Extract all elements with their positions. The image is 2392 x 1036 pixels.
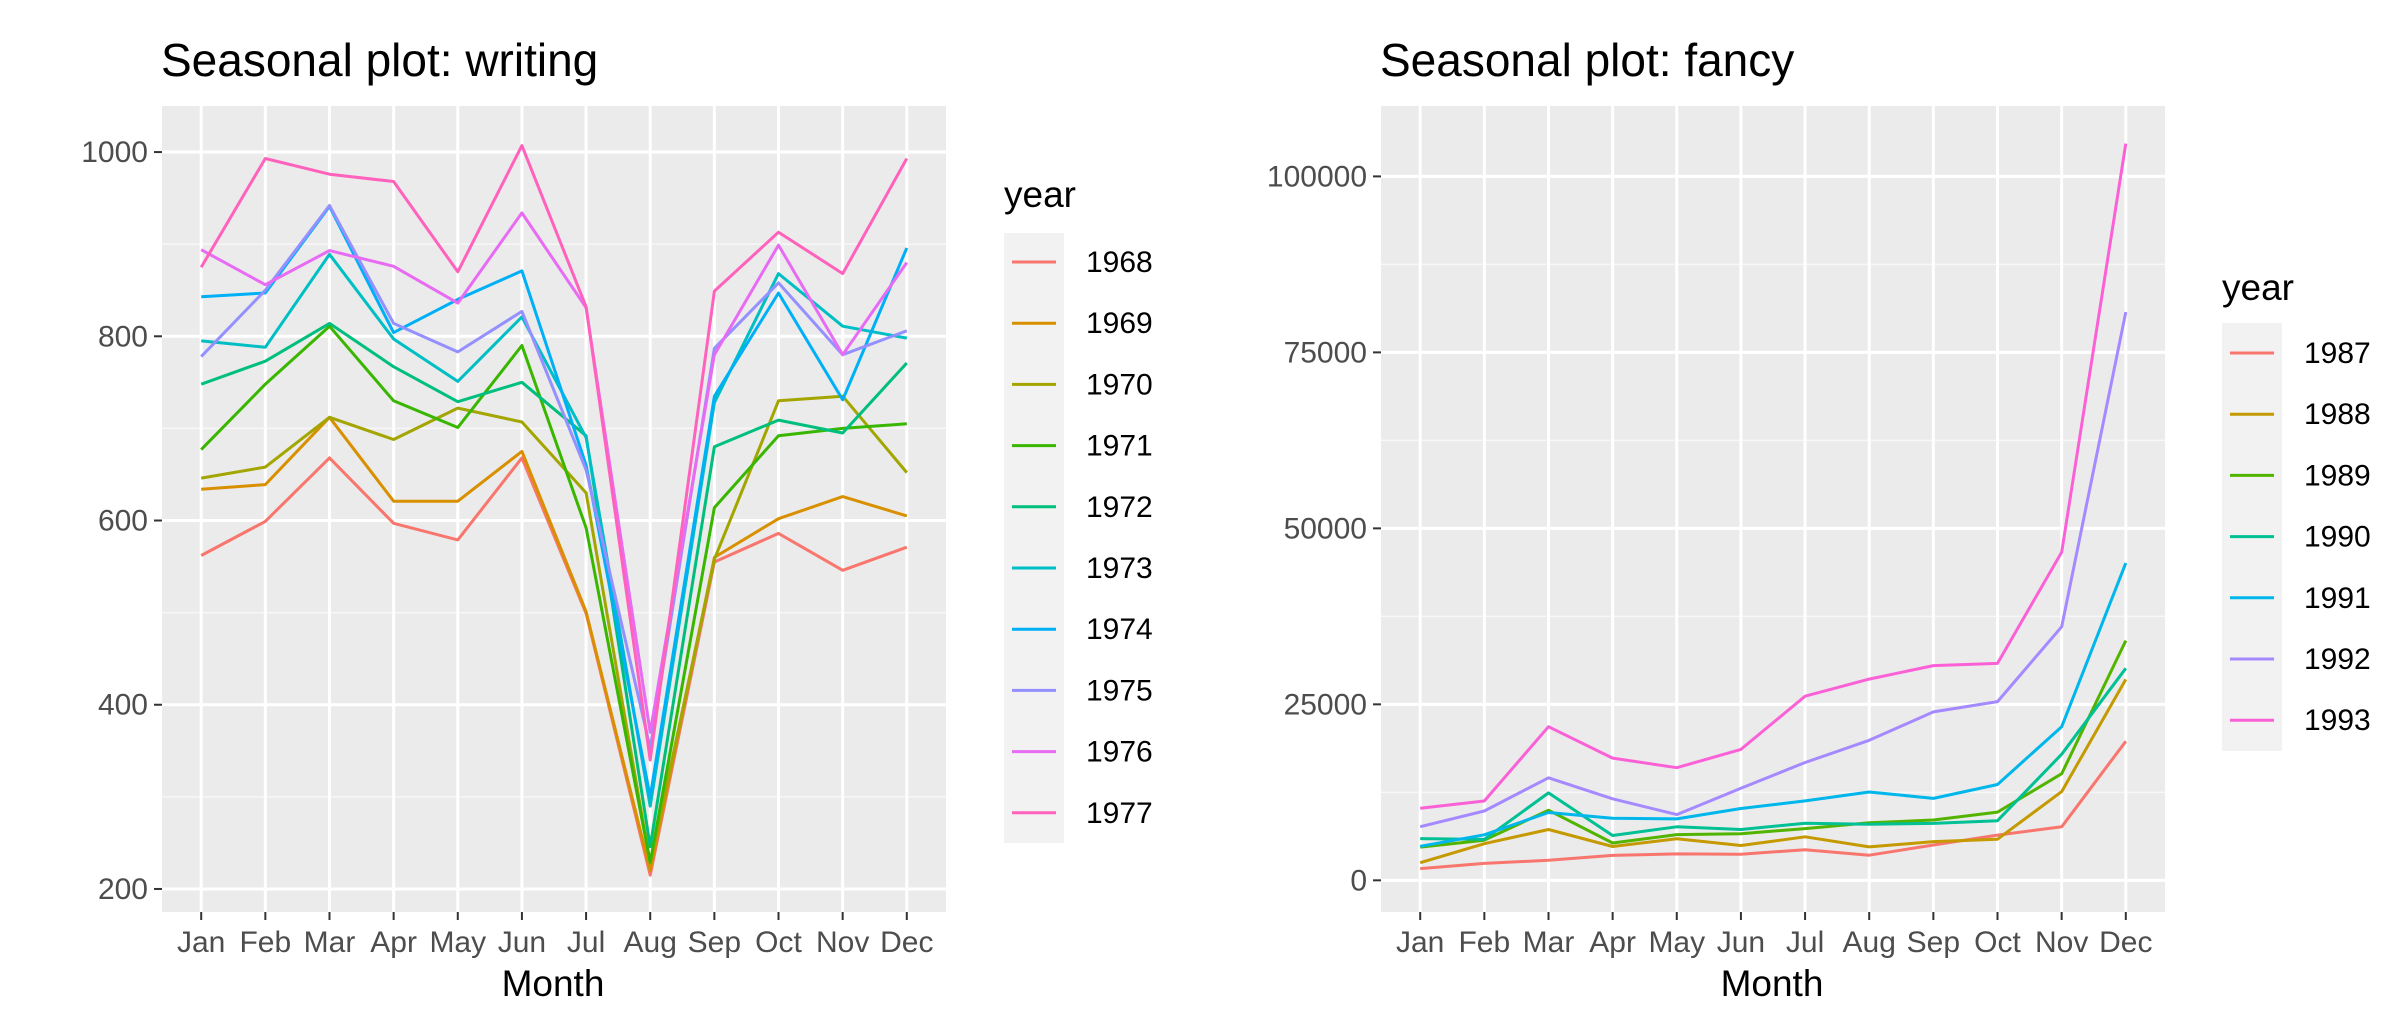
x-tick-label: Jul <box>1786 926 1824 959</box>
legend-label: 1987 <box>2304 337 2371 370</box>
x-tick-label: Nov <box>2035 926 2088 959</box>
series-line-1987 <box>1420 740 2128 871</box>
chart-fancy: Seasonal plot: fancy 0 25000 50000 75000 100… <box>1267 34 2371 1004</box>
x-tick-label: Sep <box>1907 926 1960 959</box>
legend-label: 1991 <box>2304 582 2371 615</box>
series-line-1977 <box>199 144 909 762</box>
series-line-1968 <box>200 456 908 877</box>
plot-panel <box>162 106 946 912</box>
legend-label: 1970 <box>1086 368 1153 401</box>
series-lines <box>199 144 909 877</box>
x-tick-label: Feb <box>1458 926 1510 959</box>
legend-label: 1976 <box>1086 736 1153 769</box>
legend-label: 1974 <box>1086 613 1153 646</box>
legend-label: 1977 <box>1086 797 1153 830</box>
legend-title: year <box>2222 267 2294 308</box>
x-tick-label: Dec <box>880 926 933 959</box>
y-tick-label: 75000 <box>1284 336 1367 369</box>
x-axis-label: Month <box>1721 963 1824 1004</box>
legend-label: 1973 <box>1086 552 1153 585</box>
x-tick-label: May <box>1648 926 1705 959</box>
x-tick-label: Aug <box>624 926 677 959</box>
series-line-1976 <box>200 211 909 734</box>
series-line-1990 <box>1420 667 2128 841</box>
legend-label: 1968 <box>1086 246 1153 279</box>
x-tick-label: Aug <box>1843 926 1896 959</box>
x-tick-label: Mar <box>1523 926 1575 959</box>
x-tick-label: Sep <box>688 926 741 959</box>
x-axis: Jan Feb Mar Apr May Jun Jul Aug Sep Oct Nov Dec <box>177 912 933 959</box>
y-tick-label: 1000 <box>81 136 148 169</box>
y-tick-label: 200 <box>98 873 148 906</box>
series-line-1991 <box>1419 562 2128 848</box>
x-tick-label: Dec <box>2099 926 2152 959</box>
x-tick-label: Jan <box>177 926 225 959</box>
x-axis: Jan Feb Mar Apr May Jun Jul Aug Sep Oct Nov Dec <box>1396 912 2152 959</box>
gridlines <box>162 106 946 912</box>
series-line-1988 <box>1419 678 2128 865</box>
legend-label: 1990 <box>2304 521 2371 554</box>
x-tick-label: May <box>429 926 486 959</box>
legend-label: 1969 <box>1086 307 1153 340</box>
legend-label: 1975 <box>1086 674 1153 707</box>
y-tick-label: 0 <box>1350 864 1367 897</box>
x-tick-label: Nov <box>816 926 869 959</box>
x-tick-label: Mar <box>304 926 356 959</box>
legend-label: 1993 <box>2304 704 2371 737</box>
chart-title: Seasonal plot: fancy <box>1380 34 1794 86</box>
legend: 1987 1988 1989 1990 1991 1992 1993 <box>2230 337 2371 737</box>
x-tick-label: Apr <box>370 926 417 959</box>
y-tick-label: 50000 <box>1284 512 1367 545</box>
x-tick-label: Oct <box>1974 926 2021 959</box>
x-tick-label: Oct <box>755 926 802 959</box>
series-line-1972 <box>200 321 908 849</box>
x-axis-label: Month <box>502 963 605 1004</box>
y-tick-label: 400 <box>98 689 148 722</box>
x-tick-label: Feb <box>239 926 291 959</box>
y-tick-label: 800 <box>98 320 148 353</box>
series-line-1992 <box>1419 311 2128 829</box>
x-tick-label: Apr <box>1589 926 1636 959</box>
gridlines <box>1381 106 2165 912</box>
legend-label: 1971 <box>1086 430 1153 463</box>
series-line-1970 <box>200 394 908 865</box>
series-lines <box>1419 143 2128 871</box>
legend-label: 1972 <box>1086 491 1153 524</box>
y-tick-label: 100000 <box>1267 160 1367 193</box>
series-line-1971 <box>200 324 907 864</box>
series-line-1969 <box>201 415 908 872</box>
x-tick-label: Jun <box>498 926 546 959</box>
legend-label: 1992 <box>2304 643 2371 676</box>
y-axis: 0 25000 50000 75000 100000 <box>1267 160 1381 897</box>
chart-writing: Seasonal plot: writing 2004006008001000 … <box>81 34 1153 1004</box>
plot-panel <box>1381 106 2165 912</box>
legend-label: 1989 <box>2304 459 2371 492</box>
y-axis: 200 400 600 800 1000 <box>81 136 162 906</box>
x-tick-label: Jan <box>1396 926 1444 959</box>
x-tick-label: Jun <box>1717 926 1765 959</box>
legend-key-background <box>1004 233 1064 843</box>
legend: 1968 1969 1970 1971 1972 1973 1974 1975 1976 1977 <box>1012 246 1153 830</box>
series-line-1975 <box>200 204 908 750</box>
series-line-1973 <box>201 252 908 808</box>
legend-title: year <box>1004 174 1076 215</box>
legend-label: 1988 <box>2304 398 2371 431</box>
y-tick-label: 25000 <box>1284 688 1367 721</box>
x-tick-label: Jul <box>567 926 605 959</box>
series-line-1993 <box>1420 143 2128 810</box>
chart-title: Seasonal plot: writing <box>161 34 598 86</box>
y-tick-label: 600 <box>98 505 148 538</box>
